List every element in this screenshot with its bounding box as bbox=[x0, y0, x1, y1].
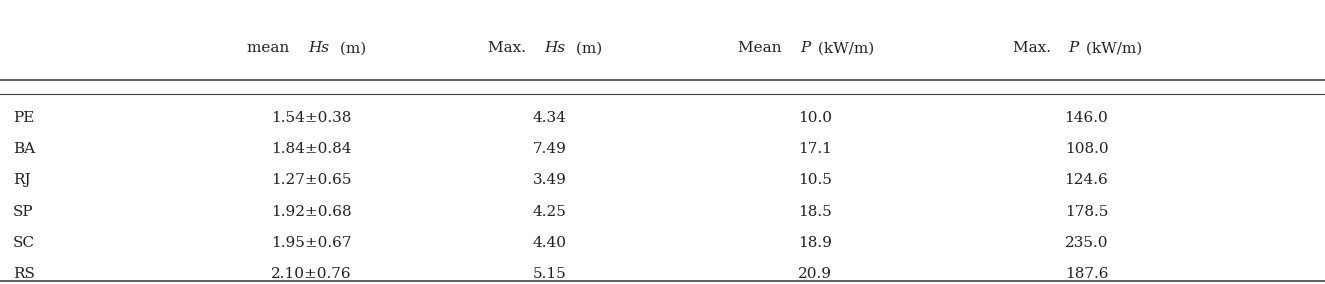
Text: (m): (m) bbox=[335, 41, 367, 55]
Text: RJ: RJ bbox=[13, 173, 30, 187]
Text: (kW/m): (kW/m) bbox=[814, 41, 874, 55]
Text: PE: PE bbox=[13, 111, 34, 125]
Text: 20.9: 20.9 bbox=[798, 267, 832, 281]
Text: mean: mean bbox=[248, 41, 294, 55]
Text: Mean: Mean bbox=[738, 41, 786, 55]
Text: 2.10±0.76: 2.10±0.76 bbox=[272, 267, 351, 281]
Text: P: P bbox=[800, 41, 810, 55]
Text: 18.5: 18.5 bbox=[798, 204, 832, 219]
Text: 18.9: 18.9 bbox=[798, 236, 832, 250]
Text: Hs: Hs bbox=[543, 41, 564, 55]
Text: 4.25: 4.25 bbox=[533, 204, 567, 219]
Text: 124.6: 124.6 bbox=[1064, 173, 1109, 187]
Text: (kW/m): (kW/m) bbox=[1081, 41, 1142, 55]
Text: 1.95±0.67: 1.95±0.67 bbox=[272, 236, 351, 250]
Text: Hs: Hs bbox=[307, 41, 329, 55]
Text: 1.92±0.68: 1.92±0.68 bbox=[272, 204, 351, 219]
Text: 235.0: 235.0 bbox=[1065, 236, 1108, 250]
Text: 108.0: 108.0 bbox=[1065, 142, 1108, 156]
Text: 4.34: 4.34 bbox=[533, 111, 567, 125]
Text: (m): (m) bbox=[571, 41, 603, 55]
Text: 5.15: 5.15 bbox=[533, 267, 567, 281]
Text: 1.27±0.65: 1.27±0.65 bbox=[272, 173, 351, 187]
Text: Max.: Max. bbox=[1012, 41, 1056, 55]
Text: 146.0: 146.0 bbox=[1064, 111, 1109, 125]
Text: 187.6: 187.6 bbox=[1065, 267, 1108, 281]
Text: 1.54±0.38: 1.54±0.38 bbox=[272, 111, 351, 125]
Text: BA: BA bbox=[13, 142, 36, 156]
Text: 10.0: 10.0 bbox=[798, 111, 832, 125]
Text: SP: SP bbox=[13, 204, 34, 219]
Text: 3.49: 3.49 bbox=[533, 173, 567, 187]
Text: 17.1: 17.1 bbox=[798, 142, 832, 156]
Text: 4.40: 4.40 bbox=[533, 236, 567, 250]
Text: Max.: Max. bbox=[489, 41, 531, 55]
Text: RS: RS bbox=[13, 267, 36, 281]
Text: P: P bbox=[1068, 41, 1079, 55]
Text: 10.5: 10.5 bbox=[798, 173, 832, 187]
Text: 1.84±0.84: 1.84±0.84 bbox=[272, 142, 351, 156]
Text: 7.49: 7.49 bbox=[533, 142, 567, 156]
Text: 178.5: 178.5 bbox=[1065, 204, 1108, 219]
Text: SC: SC bbox=[13, 236, 36, 250]
